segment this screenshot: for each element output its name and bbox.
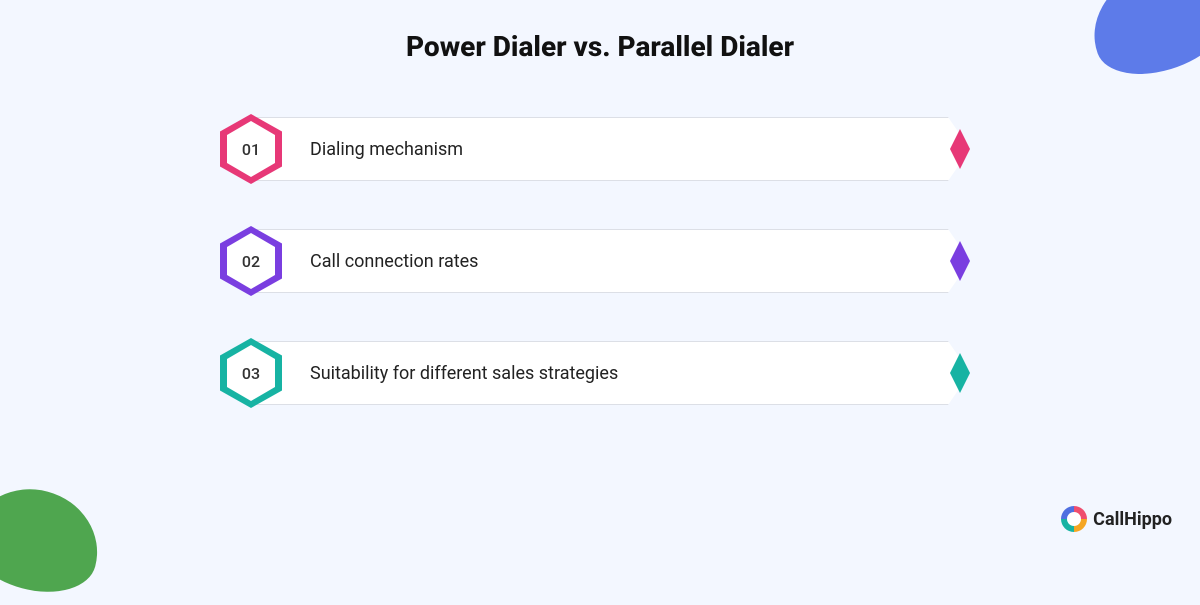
item-label: Dialing mechanism xyxy=(310,139,463,160)
item-number: 02 xyxy=(227,233,275,289)
brand-logo: CallHippo xyxy=(1061,506,1172,532)
item-label: Call connection rates xyxy=(310,251,478,272)
item-number: 03 xyxy=(227,345,275,401)
logo-text: CallHippo xyxy=(1093,509,1172,530)
list-item: 01 Dialing mechanism xyxy=(220,113,980,185)
item-list: 01 Dialing mechanism 02 Call connection … xyxy=(220,113,980,409)
corner-decoration-bottom-left xyxy=(0,475,111,605)
list-item: 02 Call connection rates xyxy=(220,225,980,297)
list-item: 03 Suitability for different sales strat… xyxy=(220,337,980,409)
item-number: 01 xyxy=(227,121,275,177)
page-title: Power Dialer vs. Parallel Dialer xyxy=(0,0,1200,63)
logo-icon xyxy=(1061,506,1087,532)
item-label: Suitability for different sales strategi… xyxy=(310,363,618,384)
